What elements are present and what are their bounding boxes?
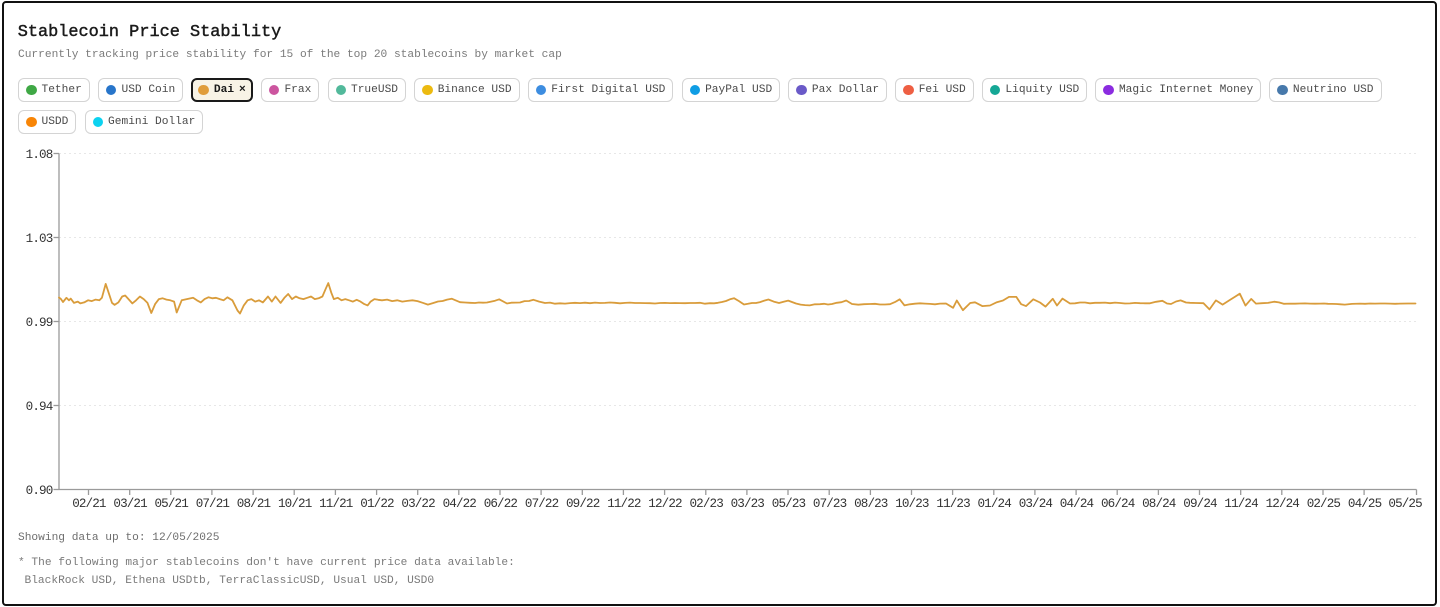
svg-text:03/23: 03/23 <box>731 497 765 511</box>
svg-text:03/24: 03/24 <box>1019 497 1053 511</box>
svg-text:0.99: 0.99 <box>26 316 53 330</box>
svg-text:08/23: 08/23 <box>854 497 888 511</box>
svg-text:08/24: 08/24 <box>1142 497 1176 511</box>
svg-text:07/21: 07/21 <box>196 497 230 511</box>
svg-text:09/24: 09/24 <box>1183 497 1217 511</box>
svg-text:0.94: 0.94 <box>26 400 53 414</box>
svg-text:01/22: 01/22 <box>360 497 394 511</box>
svg-text:11/22: 11/22 <box>607 497 641 511</box>
svg-text:11/21: 11/21 <box>319 497 353 511</box>
svg-text:05/25: 05/25 <box>1388 497 1422 511</box>
svg-text:09/22: 09/22 <box>566 497 600 511</box>
svg-text:02/21: 02/21 <box>72 497 106 511</box>
svg-text:06/24: 06/24 <box>1101 497 1135 511</box>
svg-text:11/23: 11/23 <box>936 497 970 511</box>
svg-text:05/23: 05/23 <box>772 497 806 511</box>
svg-text:1.03: 1.03 <box>26 232 53 246</box>
svg-text:12/24: 12/24 <box>1266 497 1300 511</box>
svg-text:03/22: 03/22 <box>401 497 435 511</box>
svg-text:11/24: 11/24 <box>1224 497 1258 511</box>
svg-text:0.90: 0.90 <box>26 484 53 498</box>
svg-text:08/21: 08/21 <box>237 497 271 511</box>
svg-text:01/24: 01/24 <box>978 497 1012 511</box>
svg-text:06/22: 06/22 <box>484 497 518 511</box>
svg-text:04/25: 04/25 <box>1348 497 1382 511</box>
svg-text:07/22: 07/22 <box>525 497 559 511</box>
svg-text:02/23: 02/23 <box>690 497 724 511</box>
svg-text:02/25: 02/25 <box>1307 497 1341 511</box>
svg-text:03/21: 03/21 <box>113 497 147 511</box>
svg-text:12/22: 12/22 <box>648 497 682 511</box>
svg-text:05/21: 05/21 <box>155 497 189 511</box>
svg-text:04/24: 04/24 <box>1060 497 1094 511</box>
svg-text:04/22: 04/22 <box>443 497 477 511</box>
svg-text:07/23: 07/23 <box>813 497 847 511</box>
svg-text:10/21: 10/21 <box>278 497 312 511</box>
svg-text:1.08: 1.08 <box>26 148 53 162</box>
svg-text:10/23: 10/23 <box>895 497 929 511</box>
